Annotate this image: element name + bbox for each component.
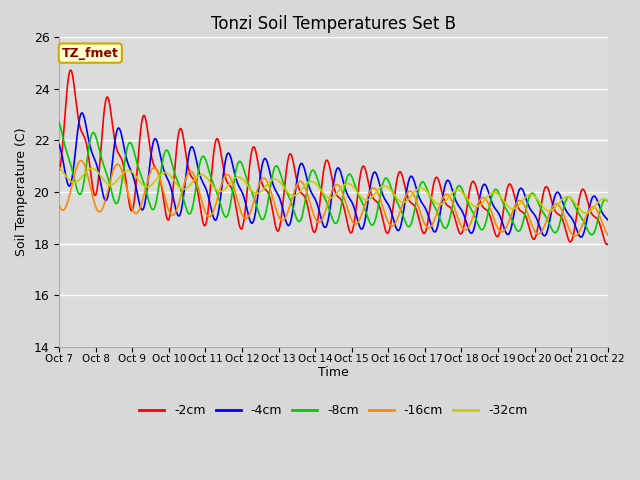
Title: Tonzi Soil Temperatures Set B: Tonzi Soil Temperatures Set B <box>211 15 456 33</box>
X-axis label: Time: Time <box>318 366 349 379</box>
Text: TZ_fmet: TZ_fmet <box>62 47 119 60</box>
Legend: -2cm, -4cm, -8cm, -16cm, -32cm: -2cm, -4cm, -8cm, -16cm, -32cm <box>134 399 532 422</box>
Y-axis label: Soil Temperature (C): Soil Temperature (C) <box>15 128 28 256</box>
